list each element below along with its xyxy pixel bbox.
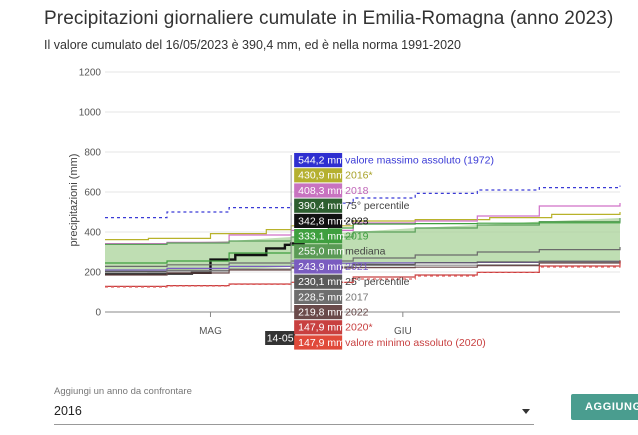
y-tick-label: 200 — [84, 268, 101, 279]
tooltip-value: 342,8 mm — [298, 215, 345, 227]
tooltip-value-box — [294, 153, 343, 168]
tooltip-series-name: mediana — [345, 246, 385, 258]
chevron-down-icon — [522, 409, 530, 414]
tooltip-value: 147,9 mm — [298, 337, 345, 349]
y-tick-label: 400 — [84, 228, 101, 239]
tooltip-series-name: 25° percentile — [345, 276, 409, 288]
y-tick-label: 0 — [95, 308, 101, 319]
tooltip-series-name: 2022 — [345, 307, 369, 319]
series-line-valore-minimo-assoluto-2020 — [105, 262, 621, 288]
series-line-2022 — [105, 260, 621, 276]
tooltip-series-name: 2021 — [345, 261, 369, 273]
series-lines — [105, 185, 621, 288]
tooltip-value-box — [294, 320, 343, 335]
tooltip-value-box — [294, 244, 343, 259]
tooltip-series-name: 2020* — [345, 322, 372, 334]
tooltip-series-name: valore massimo assoluto (1972) — [345, 155, 494, 167]
tooltip-value-box — [294, 289, 343, 304]
y-tick-label: 800 — [84, 148, 101, 159]
series-line-valore-massimo-assoluto-1972 — [105, 185, 621, 219]
series-line-2019 — [105, 222, 621, 264]
x-tick-label: GIU — [394, 326, 412, 337]
page-subtitle: Il valore cumulato del 16/05/2023 è 390,… — [44, 38, 461, 52]
tooltip-value: 430,9 mm — [298, 170, 345, 182]
tooltip-value-box — [294, 198, 343, 213]
tooltip-value: 147,9 mm — [298, 322, 345, 334]
series-line-mediana — [105, 247, 621, 267]
tooltip-value-box — [294, 183, 343, 198]
tooltip-value: 408,3 mm — [298, 185, 345, 197]
tooltip-value: 219,8 mm — [298, 307, 345, 319]
tooltip-series-name: 2018 — [345, 185, 369, 197]
hover-cursor: 14-05 — [265, 155, 296, 345]
y-axis-label: precipitazioni (mm) — [68, 154, 80, 247]
y-tick-label: 600 — [84, 188, 101, 199]
tooltip-value: 228,5 mm — [298, 291, 345, 303]
tooltip-value-box — [294, 259, 343, 274]
add-year-button[interactable]: AGGIUNGI — [571, 394, 638, 420]
tooltip-value-box — [294, 213, 343, 228]
tooltip-series-name: 2016* — [345, 170, 372, 182]
tooltip-value: 243,9 mm — [298, 261, 345, 273]
compare-year-select[interactable]: 2016 — [54, 399, 534, 425]
compare-year-label: Aggiungi un anno da confrontare — [54, 386, 192, 397]
tooltip-value: 544,2 mm — [298, 155, 345, 167]
percentile-band — [105, 218, 620, 272]
band-25-75-area — [105, 218, 620, 272]
tooltip-value-box — [294, 274, 343, 289]
series-line-75-percentile — [105, 218, 621, 245]
tooltip-value-box — [294, 168, 343, 183]
y-axis: 0 200 400 600 800 1000 1200 — [79, 68, 102, 319]
tooltip-series-name: 75° percentile — [345, 200, 409, 212]
x-tick-label: MAG — [199, 326, 222, 337]
tooltip-series-name: 2019 — [345, 231, 369, 243]
tooltip-value: 333,1 mm — [298, 231, 345, 243]
precipitation-chart[interactable]: 0 200 400 600 800 1000 1200 precipitazioni (mm… — [0, 0, 638, 380]
y-tick-label: 1000 — [79, 108, 102, 119]
tooltip-value: 255,0 mm — [298, 246, 345, 258]
tooltip-series-name: 2023 — [345, 215, 369, 227]
tooltip-value: 390,4 mm — [298, 200, 345, 212]
tooltip-value-box — [294, 305, 343, 320]
tooltip-series-name: 2017 — [345, 291, 369, 303]
tooltip-value: 230,1 mm — [298, 276, 345, 288]
compare-year-value: 2016 — [54, 404, 82, 418]
cursor-date-label: 14-05 — [267, 333, 294, 345]
page-title: Precipitazioni giornaliere cumulate in E… — [44, 8, 614, 29]
tooltip-value-box — [294, 229, 343, 244]
y-tick-label: 1200 — [79, 68, 102, 79]
tooltip-value-box — [294, 335, 343, 350]
tooltip-series-name: valore minimo assoluto (2020) — [345, 337, 486, 349]
x-axis: MAG GIU — [199, 312, 412, 337]
cursor-date-box — [265, 331, 296, 345]
hover-tooltip: 544,2 mm valore massimo assoluto (1972)43… — [294, 153, 494, 350]
